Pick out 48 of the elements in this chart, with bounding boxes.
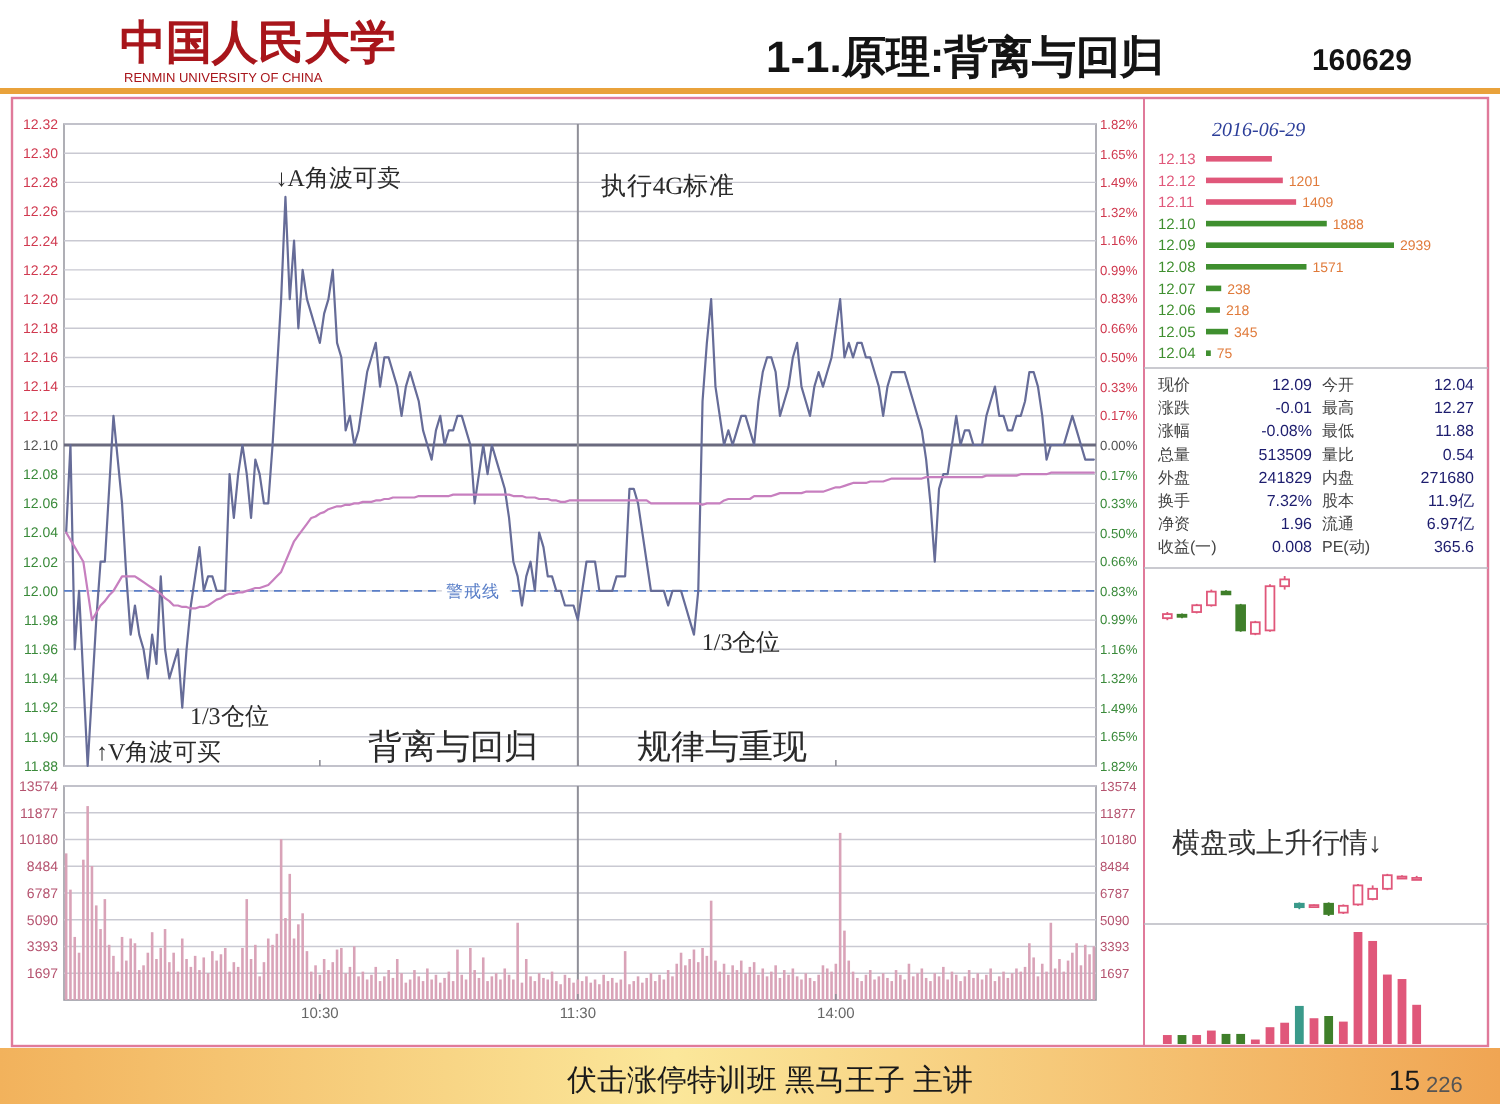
annotation: 1/3仓位 — [701, 628, 781, 656]
text: 2016-06-29 — [1212, 120, 1306, 142]
text: PE(动) — [1322, 538, 1371, 557]
text: 0.54 — [1442, 445, 1476, 464]
text: -0.08% — [1261, 422, 1312, 441]
text: 外盘 — [1158, 468, 1190, 487]
annotation: 横盘或上升行情↓ — [1172, 828, 1382, 860]
ref-line-label: 警戒线 — [445, 580, 500, 601]
text: 0.008 — [1271, 538, 1314, 557]
text: 换手 — [1158, 492, 1190, 510]
text: 7.32% — [1266, 492, 1312, 510]
text: 涨幅 — [1158, 422, 1190, 441]
text: 241829 — [1258, 468, 1314, 487]
text: 160629 — [1311, 44, 1412, 78]
text: 涨跌 — [1158, 399, 1190, 418]
text: 中国人民大学 — [120, 18, 396, 68]
text: 总量 — [1156, 445, 1190, 464]
text: 15 — [1388, 1064, 1421, 1096]
text: 12.04 — [1433, 376, 1476, 394]
text: 11.88 — [1435, 422, 1476, 441]
text: 现价 — [1158, 376, 1190, 394]
text: 1.96 — [1280, 515, 1314, 534]
text: 内盘 — [1322, 468, 1354, 487]
annotation: 1/3仓位 — [189, 702, 269, 730]
annotation: ↓A角波可卖 — [275, 164, 401, 192]
text: 1-1.原理:背离与回归 — [766, 32, 1165, 82]
text: 12.09 — [1271, 376, 1314, 394]
text: 今开 — [1322, 376, 1354, 394]
annotation: 背离与回归 — [368, 728, 539, 766]
text: -0.01 — [1275, 399, 1314, 418]
text: 股本 — [1322, 492, 1354, 510]
annotation: ↑V角波可买 — [95, 738, 222, 766]
text: 最低 — [1322, 422, 1354, 441]
text: 271680 — [1420, 468, 1476, 487]
text: 11.9亿 — [1428, 492, 1474, 510]
text: 净资 — [1158, 515, 1190, 534]
text: 365.6 — [1433, 538, 1476, 557]
text: 伏击涨停特训班 黑马王子 主讲 — [566, 1064, 974, 1098]
text: 513509 — [1258, 445, 1314, 464]
text: 12.27 — [1433, 399, 1476, 418]
annotation: 执行4G标准 — [600, 172, 736, 200]
text: 226 — [1426, 1074, 1463, 1098]
text: 收益(一) — [1158, 538, 1218, 557]
text: 量比 — [1322, 445, 1354, 464]
annotation: 规律与重现 — [636, 728, 807, 766]
text: 最高 — [1322, 399, 1354, 418]
text: 流通 — [1322, 515, 1354, 534]
text: 6.97亿 — [1426, 515, 1474, 534]
